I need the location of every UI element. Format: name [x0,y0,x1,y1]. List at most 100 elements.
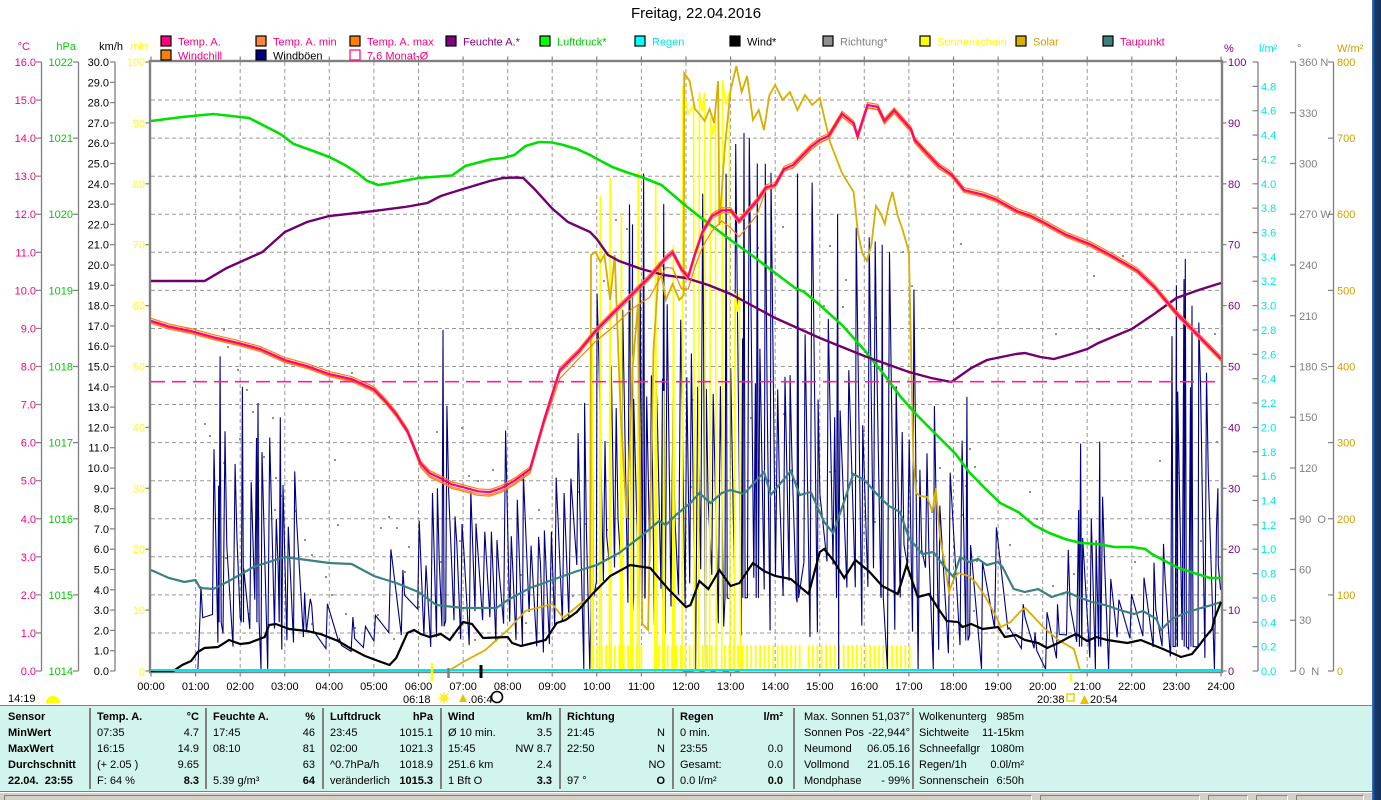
svg-text:1017: 1017 [49,438,73,450]
svg-text:0.0: 0.0 [21,666,36,678]
svg-text:12.0: 12.0 [88,422,109,434]
svg-text:28.0: 28.0 [88,98,109,110]
svg-text:360 N: 360 N [1299,57,1328,69]
svg-text:3.6: 3.6 [1261,228,1276,240]
svg-text:4.0: 4.0 [1261,179,1276,191]
svg-text:19.0: 19.0 [88,280,109,292]
svg-text:180 S: 180 S [1299,362,1328,374]
svg-text:3.4: 3.4 [1261,252,1276,264]
svg-text:7.0: 7.0 [94,524,109,536]
svg-text:2.4: 2.4 [1261,374,1276,386]
svg-text:27.0: 27.0 [88,118,109,130]
svg-text:29.0: 29.0 [88,77,109,89]
svg-text:l/m²: l/m² [1259,43,1278,55]
svg-text:20:00: 20:00 [1029,681,1057,693]
svg-text:10: 10 [133,605,145,617]
svg-text:1.6: 1.6 [1261,471,1276,483]
svg-text:270 W: 270 W [1299,209,1331,221]
svg-text:11.0: 11.0 [15,247,36,259]
svg-text:500: 500 [1337,285,1355,297]
svg-text:600: 600 [1337,209,1355,221]
svg-text:07:00: 07:00 [449,681,477,693]
svg-text:21.0: 21.0 [88,240,109,252]
svg-text:100: 100 [1337,590,1355,602]
svg-text:W/m²: W/m² [1337,43,1364,55]
svg-text:3.0: 3.0 [21,552,36,564]
svg-text:9.0: 9.0 [21,323,36,335]
svg-text:Windböen: Windböen [273,51,323,63]
svg-text:10:00: 10:00 [583,681,611,693]
svg-text:0: 0 [1228,666,1234,678]
svg-text:%: % [1224,43,1234,55]
svg-text:30: 30 [1299,615,1311,627]
svg-text:22.0: 22.0 [88,219,109,231]
svg-text:2.2: 2.2 [1261,398,1276,410]
svg-text:80: 80 [133,179,145,191]
svg-text:1019: 1019 [49,285,73,297]
svg-text:6.0: 6.0 [21,438,36,450]
svg-text:90: 90 [133,118,145,130]
svg-text:4.6: 4.6 [1261,106,1276,118]
svg-text:800: 800 [1337,57,1355,69]
svg-text:70: 70 [1228,240,1240,252]
svg-text:16.0: 16.0 [15,57,36,69]
svg-text:17:00: 17:00 [895,681,923,693]
svg-text:200: 200 [1337,514,1355,526]
svg-text:10.0: 10.0 [15,285,36,297]
svg-text:0.6: 0.6 [1261,593,1276,605]
svg-text:1.4: 1.4 [1261,496,1276,508]
svg-text:26.0: 26.0 [88,138,109,150]
svg-text:1.2: 1.2 [1261,520,1276,532]
svg-text:100: 100 [1228,57,1246,69]
svg-text:Wind*: Wind* [747,37,777,49]
svg-text:19:00: 19:00 [984,681,1012,693]
svg-text:20.0: 20.0 [88,260,109,272]
svg-text:°C: °C [18,41,30,53]
svg-text:Sonnenschein: Sonnenschein [937,37,1007,49]
svg-text:1.0: 1.0 [94,646,109,658]
svg-text:00:00: 00:00 [137,681,165,693]
svg-text:.06:4: .06:4 [468,694,492,706]
svg-text:60: 60 [1228,301,1240,313]
svg-text:km/h: km/h [99,41,123,53]
svg-text:20: 20 [133,544,145,556]
svg-text:25.0: 25.0 [88,159,109,171]
svg-text:15:00: 15:00 [806,681,834,693]
svg-text:°: ° [1297,43,1301,55]
svg-text:01:00: 01:00 [182,681,210,693]
svg-text:2.8: 2.8 [1261,325,1276,337]
svg-text:20: 20 [1228,544,1240,556]
svg-text:120: 120 [1299,463,1317,475]
svg-text:Luftdruck*: Luftdruck* [557,37,607,49]
svg-text:12.0: 12.0 [15,209,36,221]
svg-text:8.0: 8.0 [21,362,36,374]
svg-text:08:00: 08:00 [494,681,522,693]
svg-text:1021: 1021 [49,133,73,145]
svg-text:7.6 Monat-Ø: 7.6 Monat-Ø [367,51,429,63]
svg-text:04:00: 04:00 [316,681,344,693]
svg-text:14:19: 14:19 [8,693,36,705]
svg-text:30: 30 [133,483,145,495]
svg-text:14.0: 14.0 [15,133,36,145]
svg-text:1016: 1016 [49,514,73,526]
svg-text:60: 60 [1299,565,1311,577]
svg-text:Freitag, 22.04.2016: Freitag, 22.04.2016 [631,5,761,22]
svg-text:1020: 1020 [49,209,73,221]
svg-text:0: 0 [139,666,145,678]
svg-text:05:00: 05:00 [360,681,388,693]
svg-text:4.0: 4.0 [94,585,109,597]
svg-text:90: 90 [1228,118,1240,130]
svg-text:17.0: 17.0 [88,321,109,333]
svg-text:4.2: 4.2 [1261,154,1276,166]
svg-text:2.0: 2.0 [1261,422,1276,434]
svg-text:3.2: 3.2 [1261,276,1276,288]
svg-text:06:18: 06:18 [403,694,431,706]
svg-text:15.0: 15.0 [88,362,109,374]
svg-text:9.0: 9.0 [94,483,109,495]
svg-text:150: 150 [1299,412,1317,424]
svg-text:min: min [130,41,148,53]
svg-text:50: 50 [1228,362,1240,374]
svg-text:15.0: 15.0 [15,95,36,107]
svg-text:11:00: 11:00 [628,681,655,693]
svg-text:13.0: 13.0 [15,171,36,183]
